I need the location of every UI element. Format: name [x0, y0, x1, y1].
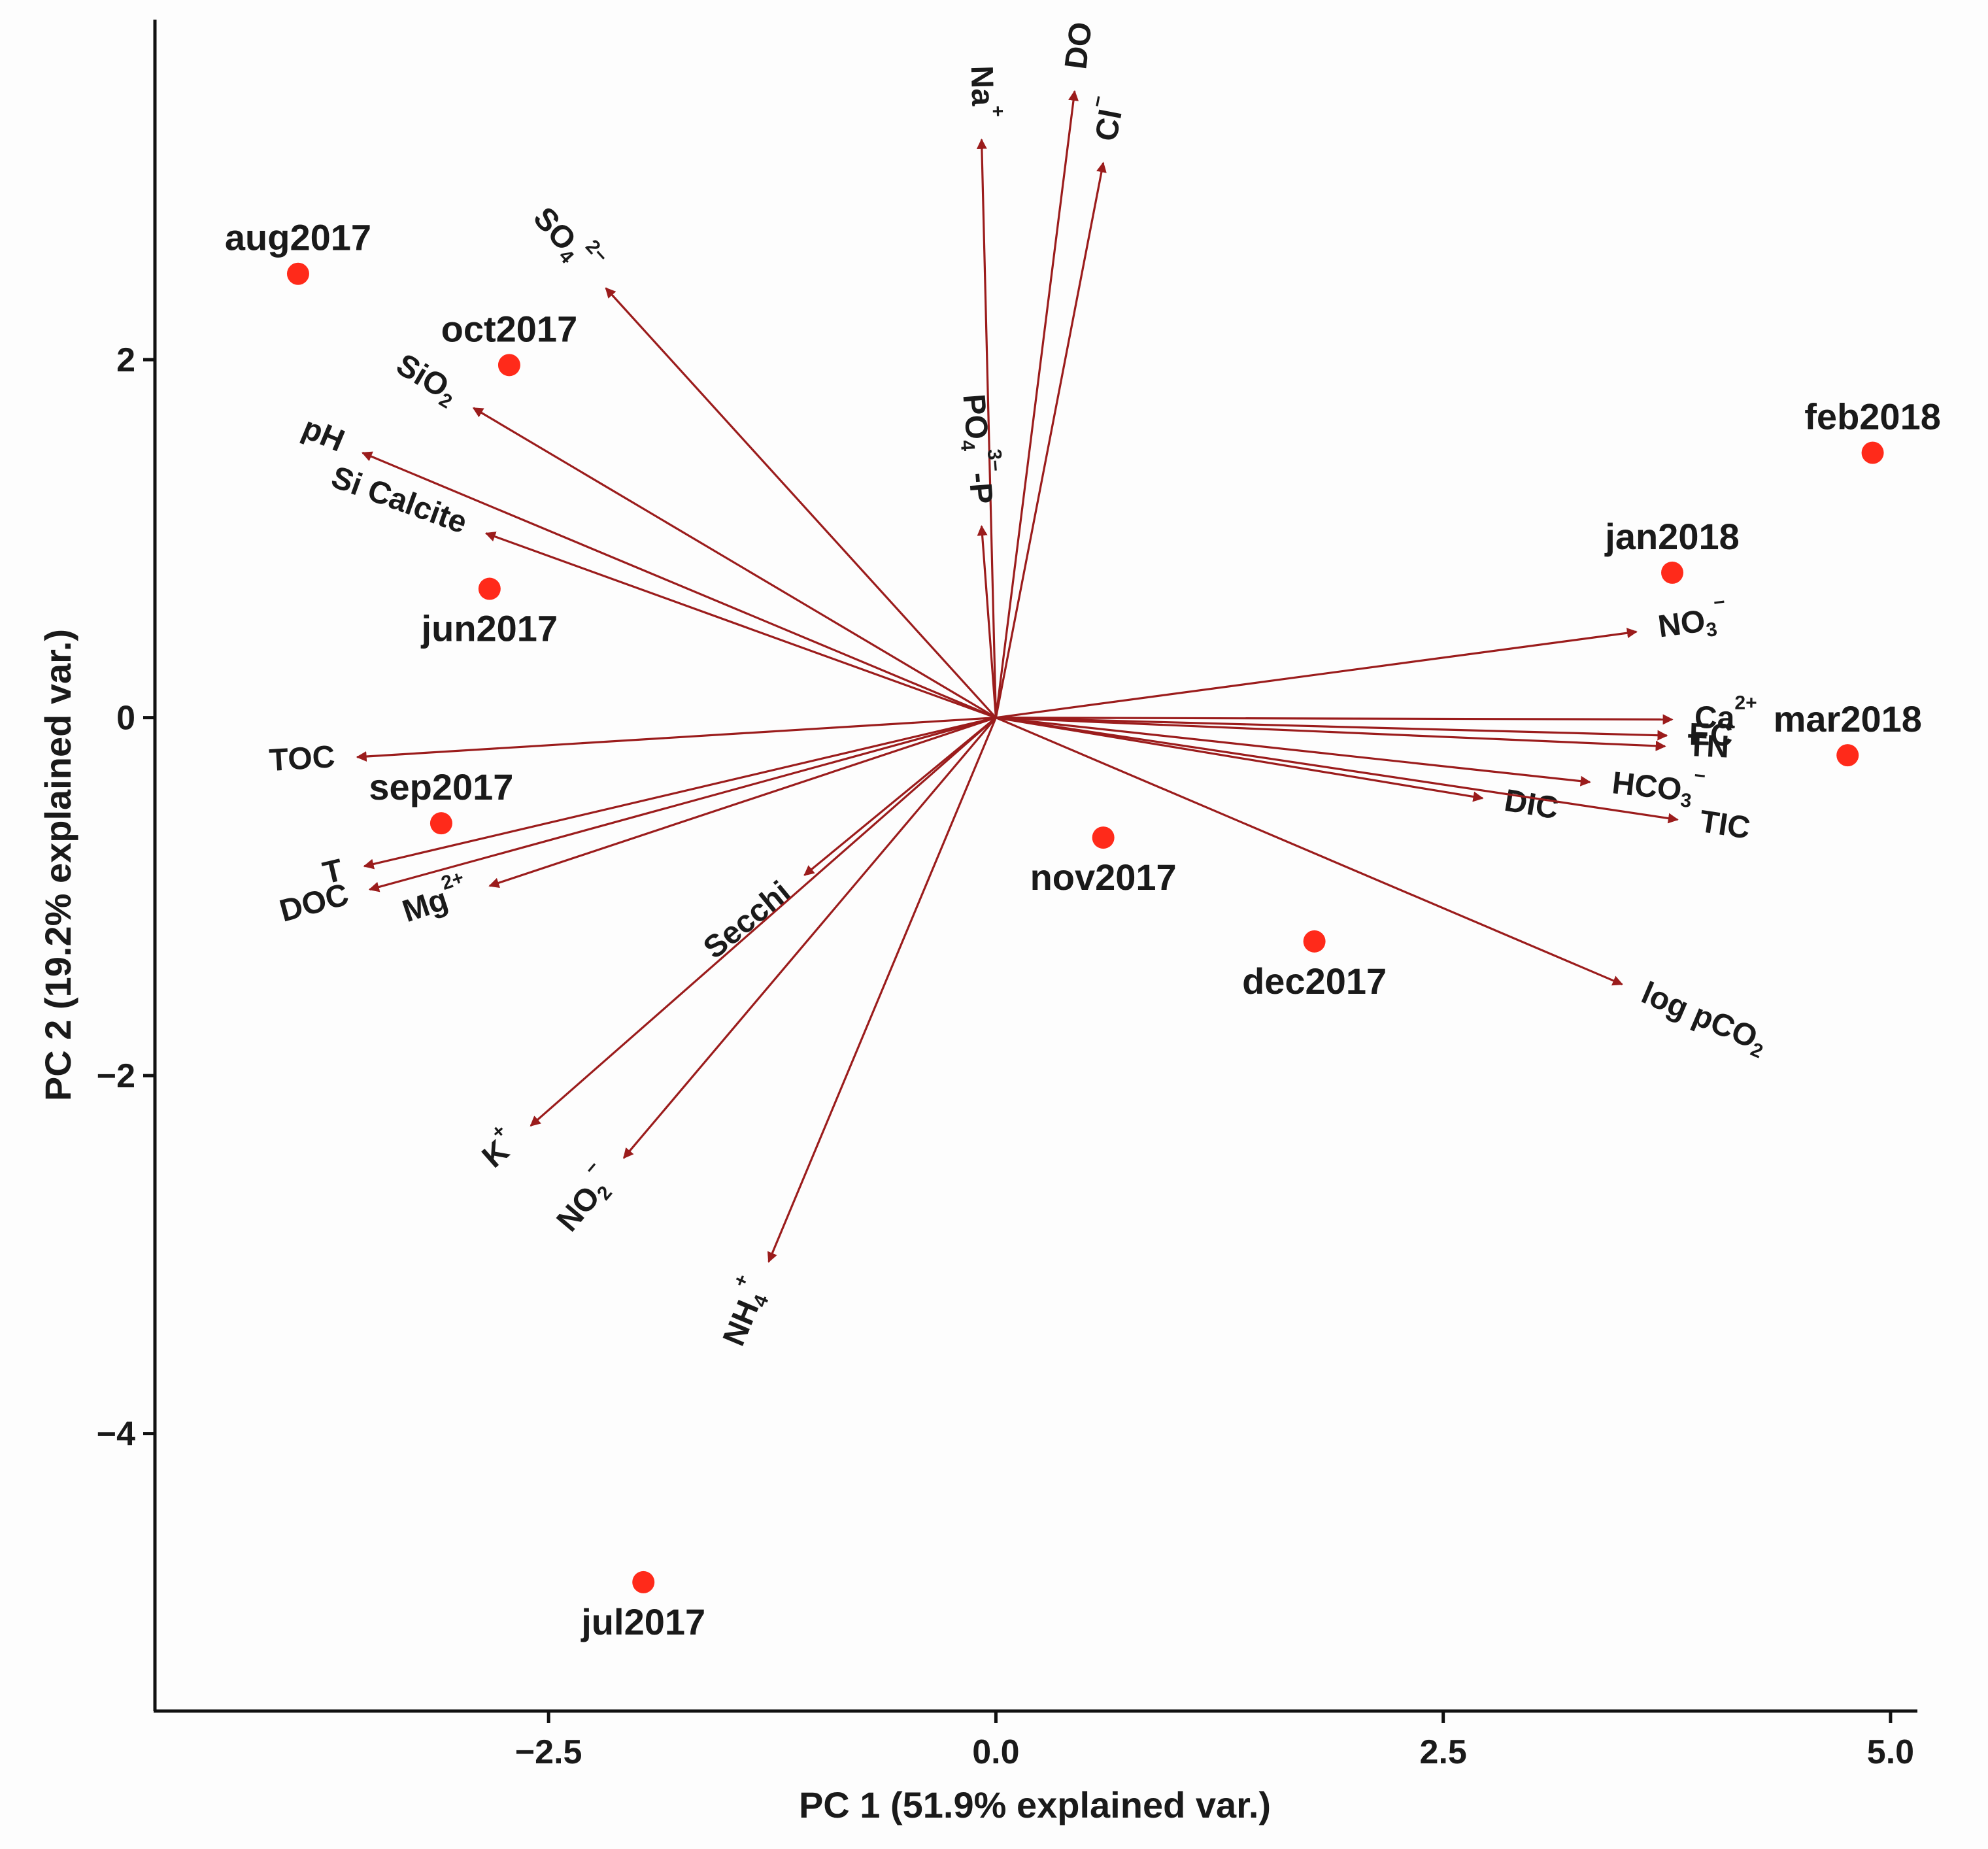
loading-label: SO4 2− [524, 194, 613, 284]
observation-point [286, 262, 309, 285]
y-tick-label: 0 [116, 700, 135, 738]
observation-label: nov2017 [1030, 857, 1177, 898]
loading-label: Secchi [697, 875, 797, 966]
loading-label: EC [1689, 717, 1733, 753]
loading-label: K+ [470, 1120, 524, 1175]
y-axis-title: PC 2 (19.2% explained var.) [37, 629, 78, 1101]
observation-label: oct2017 [441, 308, 578, 349]
loading-arrow [622, 717, 997, 1159]
loading-label: DIC [1502, 783, 1561, 826]
observation-point [497, 354, 520, 377]
loading-arrow [530, 717, 997, 1127]
axis-ticks: −2.5 0.0 2.5 5.0 2 0 −2 −4 [97, 341, 1914, 1771]
loading-arrow [767, 717, 997, 1263]
x-tick-label: −2.5 [515, 1733, 582, 1771]
loading-label: TOC [268, 739, 336, 778]
loading-label: HCO3− [1610, 756, 1707, 813]
y-tick-label: −2 [97, 1057, 135, 1095]
loading-label: PO43−-P [953, 392, 1009, 505]
loading-arrow [996, 717, 1591, 787]
loading-arrow [368, 717, 996, 892]
x-tick-label: 5.0 [1867, 1733, 1914, 1771]
loading-label: Si Calcite [327, 460, 471, 540]
loading-label: Ca2+ [1694, 692, 1757, 735]
observation-point [632, 1570, 655, 1593]
observation-point [478, 577, 501, 600]
observation-label: jul2017 [581, 1601, 705, 1642]
loading-arrow [484, 532, 996, 719]
loading-arrow [605, 287, 997, 719]
observation-label: aug2017 [225, 217, 371, 258]
loading-label: TIC [1697, 804, 1752, 846]
observation-point [1861, 441, 1884, 464]
loading-arrow [994, 161, 1107, 718]
observation-point [1661, 561, 1684, 584]
loading-label: pH [297, 411, 349, 459]
loading-label: NO2− [543, 1157, 624, 1240]
x-tick-label: 0.0 [972, 1733, 1019, 1771]
loading-label: Cl− [1081, 93, 1131, 144]
observation-label: jan2018 [1604, 516, 1740, 557]
loading-arrow [996, 628, 1638, 719]
observation-label: sep2017 [369, 766, 513, 807]
loading-label: Mg2+ [396, 867, 473, 929]
observation-label: dec2017 [1242, 960, 1387, 1002]
loading-label: TN [1687, 728, 1730, 765]
observation-point [1092, 826, 1115, 849]
observation-label: feb2018 [1804, 396, 1941, 437]
loading-label: log pCO2 [1635, 975, 1772, 1062]
loading-arrow [996, 717, 1679, 824]
loading-arrow [472, 407, 997, 719]
loading-label: NH4+ [707, 1271, 777, 1352]
observation-points: aug2017 oct2017 jun2017 sep2017 jul2017 nov20… [225, 217, 1941, 1642]
x-tick-label: 2.5 [1420, 1733, 1467, 1771]
loading-arrow [994, 90, 1079, 718]
loading-arrow [356, 717, 996, 762]
loading-label: Na+ [964, 65, 1009, 118]
y-tick-label: 2 [116, 341, 135, 379]
observation-point [1303, 930, 1326, 953]
loading-arrow [996, 714, 1674, 725]
loading-arrow [488, 717, 996, 889]
loading-arrow [996, 717, 1666, 751]
loading-arrow [976, 138, 998, 718]
loading-label: NO3− [1655, 591, 1730, 647]
loading-arrow [995, 717, 1623, 986]
observation-label: jun2017 [421, 608, 558, 649]
loading-arrow [803, 717, 997, 876]
loading-arrow [996, 717, 1668, 741]
loading-label: DOC [276, 877, 352, 928]
loading-arrow [996, 717, 1484, 802]
loading-label: SiO2 [389, 347, 464, 413]
loading-arrow [362, 451, 997, 719]
loading-arrow [977, 525, 998, 718]
y-tick-label: −4 [97, 1416, 135, 1453]
observation-point [430, 812, 452, 835]
loading-arrow [363, 717, 996, 870]
x-axis-title: PC 1 (51.9% explained var.) [799, 1784, 1271, 1825]
observation-label: mar2018 [1774, 698, 1922, 739]
loading-label: DO [1058, 20, 1099, 71]
observation-point [1836, 744, 1859, 767]
